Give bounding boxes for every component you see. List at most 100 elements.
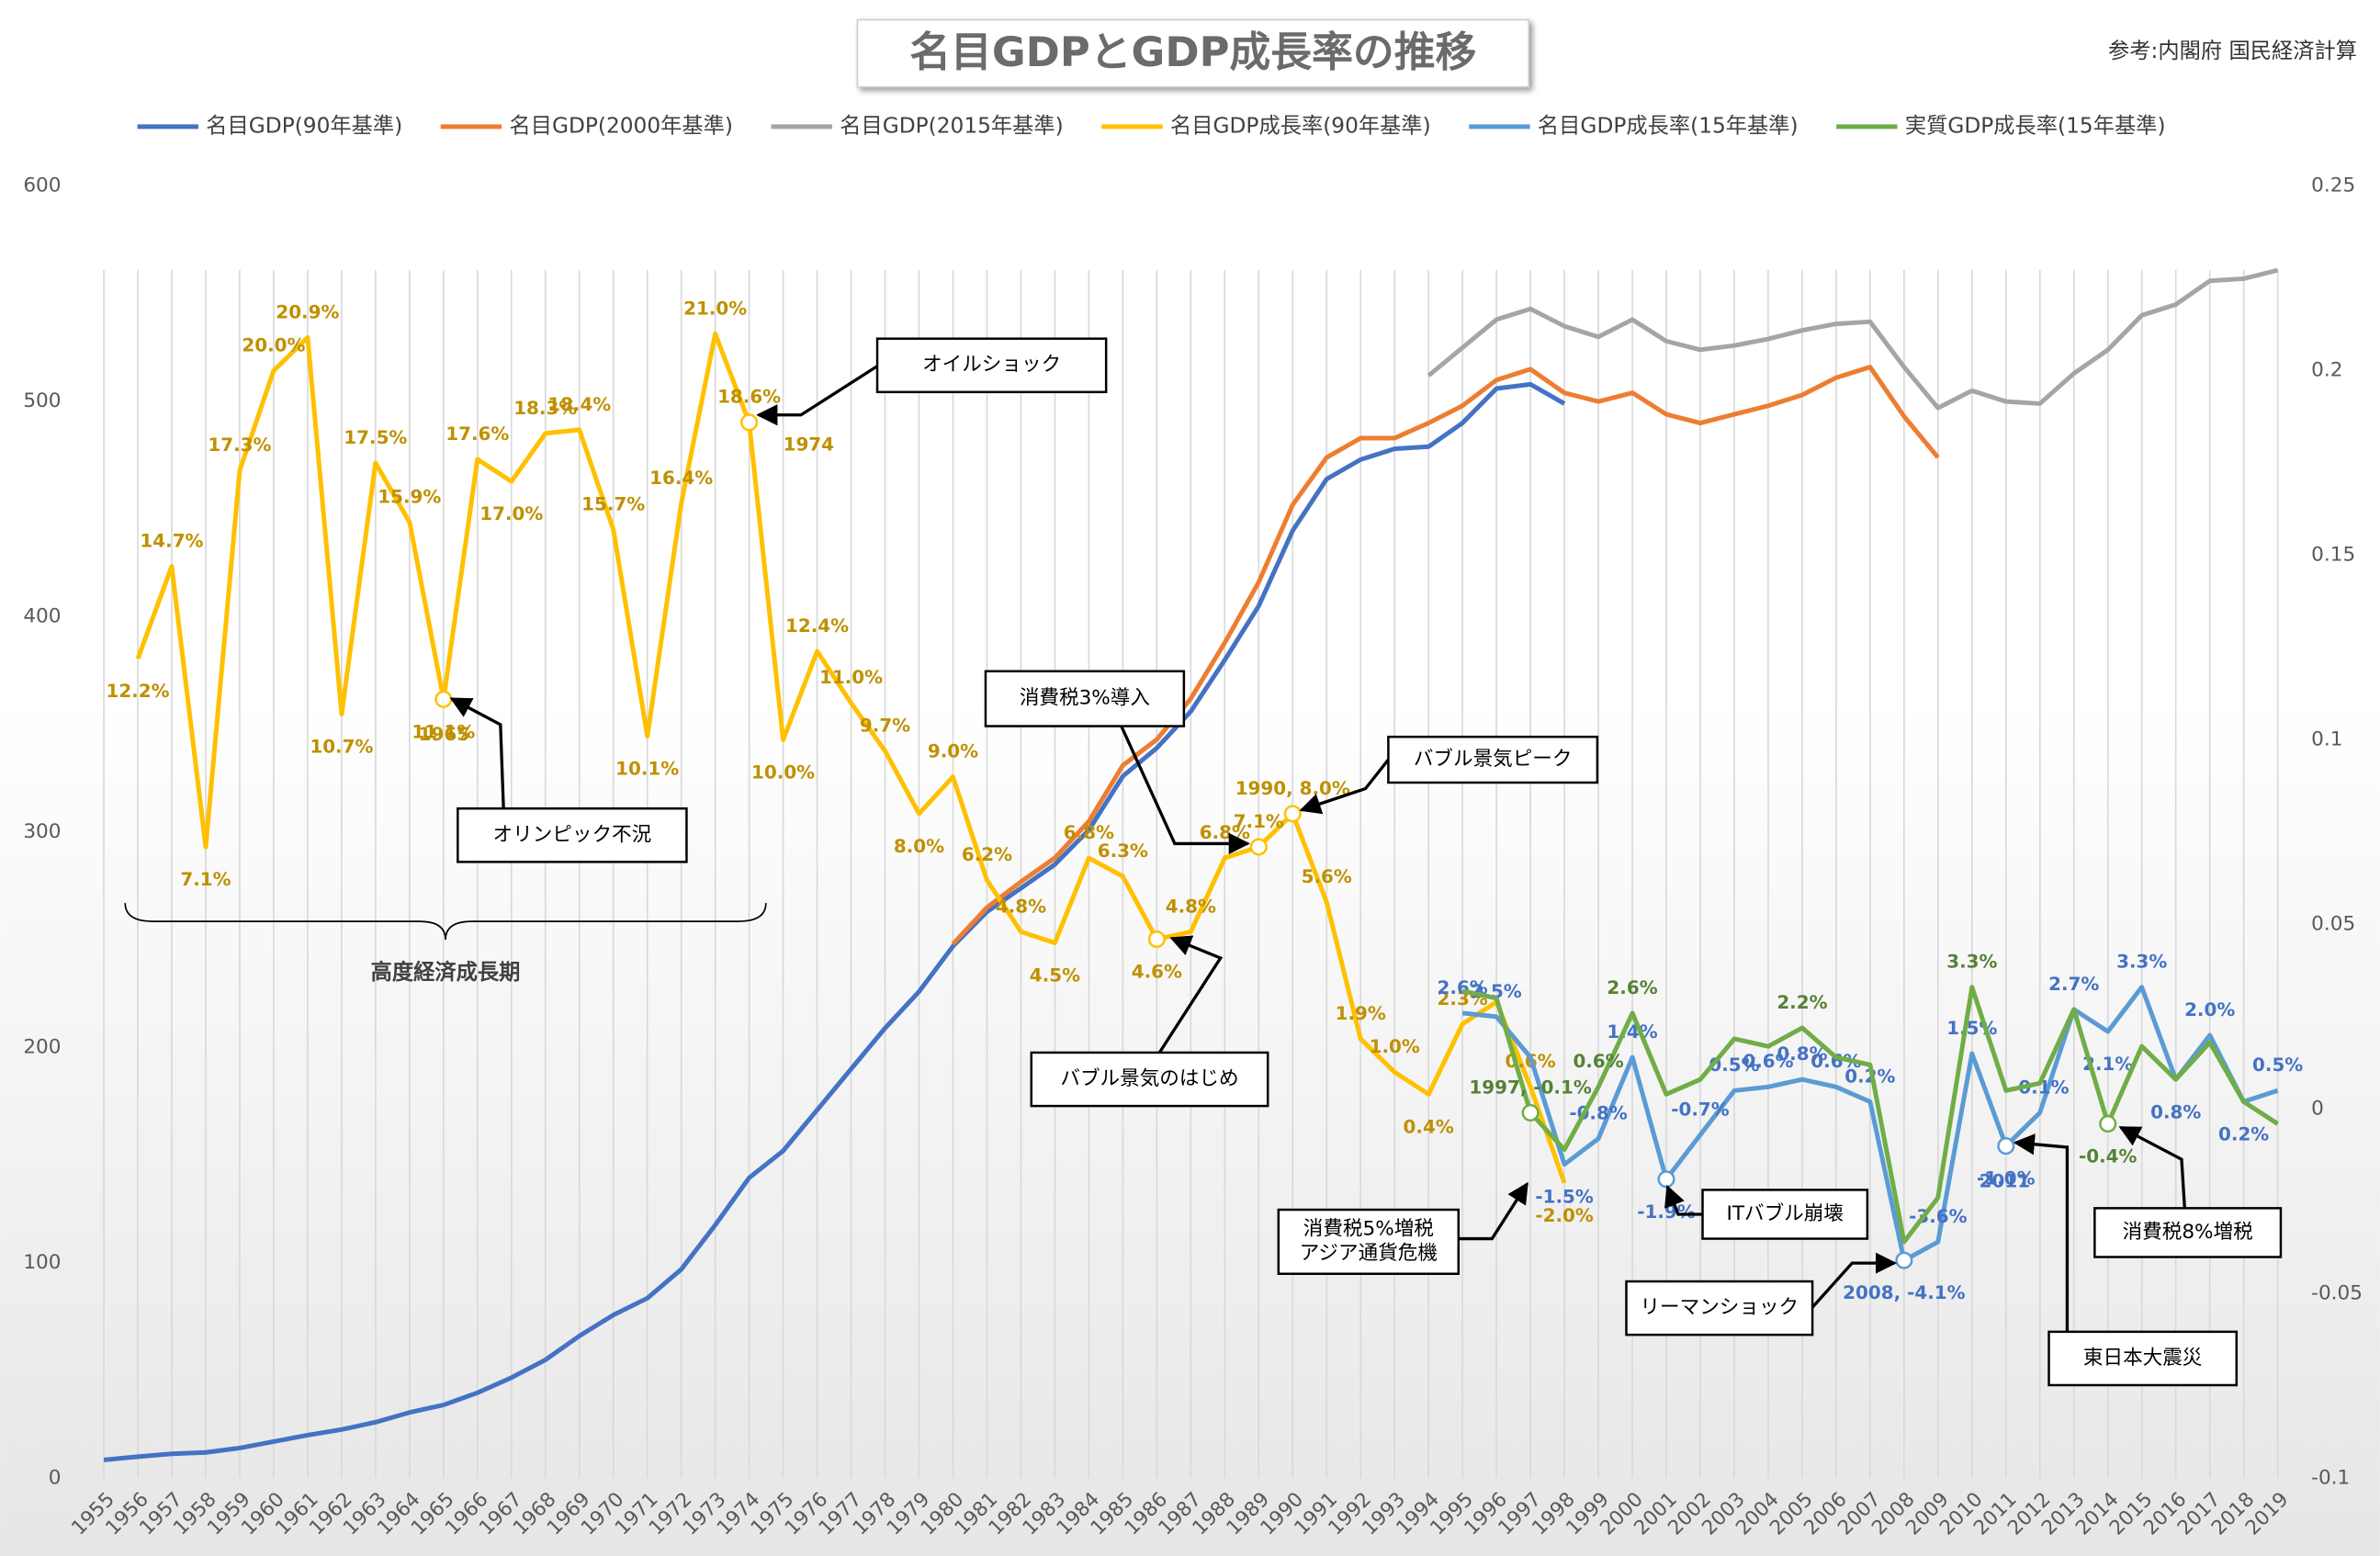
callout-arrow	[1664, 1184, 1703, 1216]
y2-tick-label: 0.25	[2311, 175, 2355, 197]
data-label: 1.9%	[1336, 1003, 1386, 1024]
data-label: 7.1%	[1234, 811, 1284, 832]
data-label: -2.0%	[1535, 1205, 1594, 1226]
series-line	[135, 331, 1567, 1184]
y2-tick-label: -0.05	[2311, 1281, 2363, 1304]
chart-title: 名目GDPとGDP成長率の推移	[909, 28, 1476, 76]
callout-box	[984, 670, 1186, 727]
data-label: 2.2%	[1777, 992, 1827, 1013]
callout-arrow	[1157, 935, 1224, 1054]
callout-arrow	[2013, 1133, 2070, 1332]
highlight-marker	[434, 690, 453, 708]
data-label: -1.0%	[1977, 1168, 2036, 1190]
highlight-marker	[1895, 1251, 1913, 1269]
highlight-marker	[1249, 838, 1268, 856]
source-note: 参考:内閣府 国民経済計算	[2108, 39, 2357, 63]
legend-label: 実質GDP成長率(15年基準)	[1905, 113, 2166, 138]
highlight-marker	[1147, 930, 1166, 949]
data-label: 10.1%	[615, 758, 679, 779]
callout-text: オイルショック	[922, 354, 1061, 377]
title-box	[856, 18, 1530, 88]
callout-arrow	[1299, 759, 1390, 815]
data-label: 14.7%	[140, 531, 203, 552]
data-label: 1997, -0.1%	[1469, 1077, 1591, 1098]
series-line	[1427, 267, 2279, 411]
callout-text: バブル景気ピーク	[1414, 748, 1573, 771]
data-label: 3.3%	[2116, 952, 2167, 973]
data-label: 11.1%	[412, 721, 475, 742]
data-label: 0.2%	[2218, 1123, 2269, 1144]
highlight-marker	[1657, 1170, 1675, 1189]
data-label: 4.8%	[996, 896, 1046, 917]
data-label: 17.5%	[344, 427, 407, 448]
data-label: 17.3%	[208, 434, 271, 456]
highlight-marker	[1997, 1137, 2015, 1156]
highlight-marker	[740, 413, 759, 432]
highlight-marker	[1283, 805, 1302, 823]
data-label: 7.1%	[180, 869, 231, 890]
data-label: 0.4%	[1404, 1116, 1454, 1137]
data-label: 20.9%	[276, 301, 339, 322]
data-label: -3.6%	[1909, 1206, 1968, 1227]
data-label: 17.6%	[446, 423, 509, 445]
data-label: 2008, -4.1%	[1843, 1282, 1965, 1303]
y2-tick-label: 0.2	[2311, 359, 2342, 382]
period-label: 高度経済成長期	[371, 960, 521, 985]
callout-arrow	[2118, 1125, 2186, 1209]
legend-label: 名目GDP(2015年基準)	[840, 113, 1064, 138]
callout-arrow	[1120, 725, 1250, 855]
y2-tick-label: 0.05	[2311, 912, 2355, 935]
data-label: 12.4%	[785, 615, 849, 637]
y-tick-label: 500	[23, 389, 61, 412]
series-layer: 12.2% 14.7% 7.1% 17.3% 20.0% 20.9% 10.7% 17.5% 1…	[103, 267, 2303, 1462]
data-label: 17.0%	[479, 503, 543, 524]
series-line	[103, 381, 1566, 1462]
legend-label: 名目GDP成長率(90年基準)	[1170, 113, 1431, 138]
y-tick-label: 600	[23, 175, 61, 197]
callout-text: オリンピック不況	[493, 823, 652, 846]
data-label: 1.4%	[1607, 1021, 1657, 1043]
data-label: 6.3%	[1098, 840, 1148, 862]
callout-text: 消費税8%増税	[2123, 1221, 2253, 1244]
y-tick-label: 300	[23, 820, 61, 843]
callout-box	[1277, 1208, 1461, 1276]
year-label: 1974	[784, 434, 834, 455]
callout-box	[1625, 1280, 1814, 1336]
series-line	[1461, 985, 2279, 1263]
data-label: 18.6%	[717, 387, 781, 408]
data-label: -1.5%	[1535, 1187, 1594, 1208]
data-label: 20.0%	[242, 334, 305, 355]
callout-arrow	[756, 365, 878, 426]
callout-text: ITバブル崩壊	[1726, 1202, 1843, 1225]
series-line	[1461, 985, 2279, 1245]
data-label: 5.6%	[1302, 866, 1352, 887]
data-label: 4.6%	[1132, 962, 1182, 983]
callout-text: アジア通貨危機	[1300, 1242, 1438, 1265]
data-label: 4.5%	[1030, 965, 1080, 987]
highlight-marker	[1521, 1103, 1540, 1122]
callout-text: リーマンショック	[1640, 1296, 1799, 1319]
data-label: 9.7%	[860, 715, 910, 736]
callout-text: 東日本大震災	[2083, 1347, 2202, 1370]
data-label: 1990, 8.0%	[1235, 778, 1350, 799]
data-label: 2.7%	[2048, 974, 2099, 995]
legend: 名目GDP(90年基準) 名目GDP(2000年基準) 名目GDP(2015年基準)…	[137, 113, 2166, 138]
data-label: 18.4%	[547, 394, 611, 415]
data-label: -0.4%	[2079, 1146, 2137, 1167]
data-label: 1.0%	[1370, 1036, 1420, 1057]
data-label: 9.0%	[928, 741, 978, 762]
data-label: 10.7%	[310, 736, 373, 757]
callout-box	[2047, 1330, 2239, 1387]
callout-arrow	[1810, 1252, 1898, 1309]
data-label: 0.6%	[1810, 1051, 1861, 1072]
y2-tick-label: -0.1	[2311, 1466, 2350, 1489]
legend-label: 名目GDP成長率(15年基準)	[1538, 113, 1799, 138]
data-label: 8.0%	[894, 836, 944, 857]
brace	[124, 903, 767, 941]
y-tick-label: 100	[23, 1251, 61, 1274]
data-label: 16.4%	[649, 468, 713, 489]
callout-box	[457, 806, 688, 863]
data-label: 15.7%	[581, 493, 645, 514]
data-label: 21.0%	[683, 298, 747, 319]
